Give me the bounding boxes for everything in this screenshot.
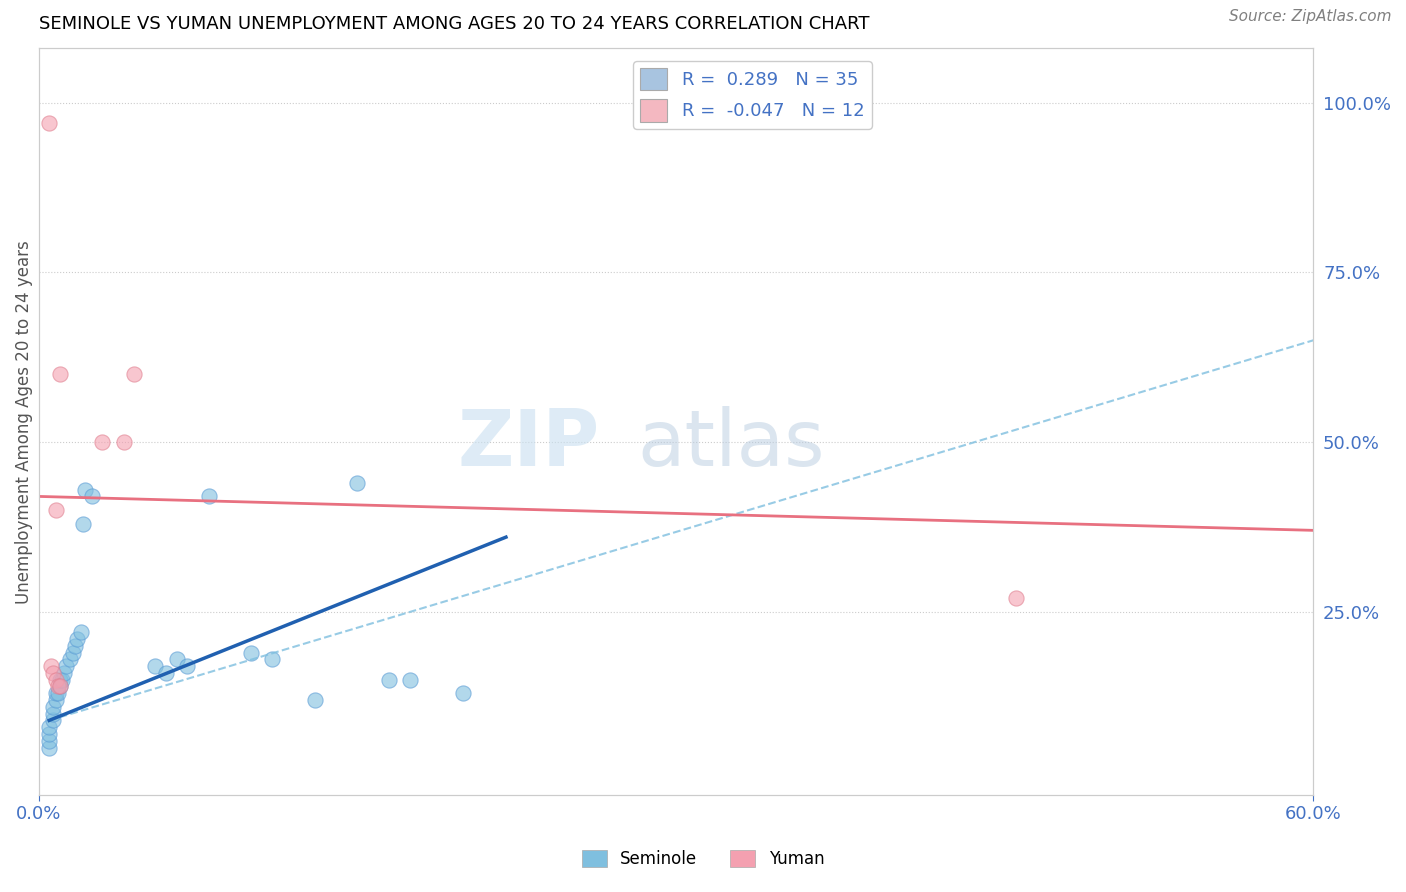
Y-axis label: Unemployment Among Ages 20 to 24 years: Unemployment Among Ages 20 to 24 years [15, 240, 32, 604]
Legend: Seminole, Yuman: Seminole, Yuman [575, 843, 831, 875]
Point [45, 693, 67, 707]
Point [42, 706, 65, 721]
Point [38, 740, 60, 755]
Point [155, 665, 177, 680]
Point [262, 652, 284, 666]
Text: atlas: atlas [638, 406, 825, 483]
Text: Source: ZipAtlas.com: Source: ZipAtlas.com [1229, 9, 1392, 24]
Point [176, 659, 198, 673]
Text: ZIP: ZIP [457, 406, 599, 483]
Point [240, 646, 263, 660]
Point [55, 659, 77, 673]
Point [378, 673, 401, 687]
Point [45, 503, 67, 517]
Point [122, 368, 145, 382]
Point [166, 652, 188, 666]
Point [45, 686, 67, 700]
Point [38, 727, 60, 741]
Point [453, 686, 475, 700]
Point [62, 646, 84, 660]
Point [304, 693, 326, 707]
Point [66, 632, 89, 646]
Point [42, 714, 65, 728]
Point [59, 652, 82, 666]
Point [49, 368, 72, 382]
Point [46, 680, 69, 694]
Point [49, 680, 72, 694]
Point [39, 659, 62, 673]
Point [49, 673, 72, 687]
Point [38, 720, 60, 734]
Point [38, 733, 60, 747]
Point [38, 116, 60, 130]
Point [1005, 591, 1028, 606]
Point [72, 516, 94, 531]
Point [145, 659, 167, 673]
Point [91, 435, 114, 450]
Legend: R =  0.289   N = 35, R =  -0.047   N = 12: R = 0.289 N = 35, R = -0.047 N = 12 [633, 62, 872, 128]
Point [49, 680, 72, 694]
Point [80, 490, 103, 504]
Point [45, 673, 67, 687]
Point [399, 673, 422, 687]
Point [197, 490, 219, 504]
Point [46, 686, 69, 700]
Point [346, 475, 368, 490]
Point [112, 435, 135, 450]
Point [42, 665, 65, 680]
Point [51, 673, 73, 687]
Point [42, 699, 65, 714]
Point [63, 639, 86, 653]
Point [70, 625, 93, 640]
Text: SEMINOLE VS YUMAN UNEMPLOYMENT AMONG AGES 20 TO 24 YEARS CORRELATION CHART: SEMINOLE VS YUMAN UNEMPLOYMENT AMONG AGE… [38, 15, 869, 33]
Point [75, 483, 97, 497]
Point [53, 665, 76, 680]
